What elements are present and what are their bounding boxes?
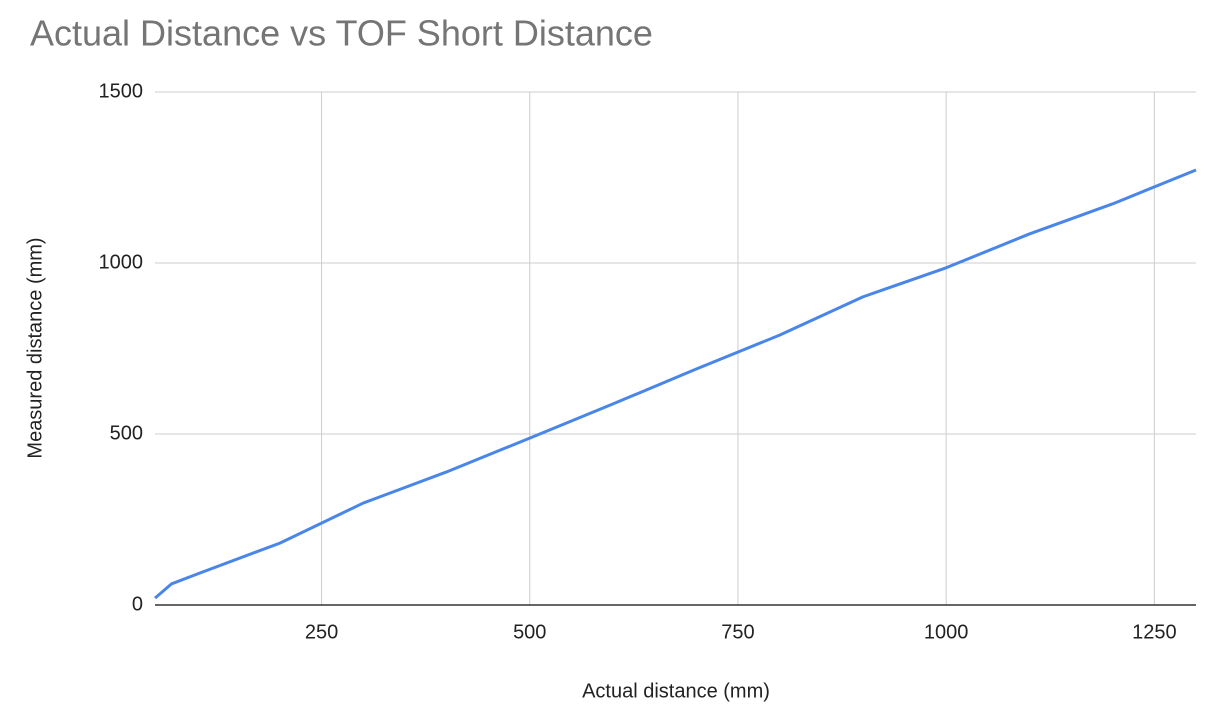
x-tick-label: 1250 <box>1132 621 1177 643</box>
chart-title: Actual Distance vs TOF Short Distance <box>30 13 653 54</box>
data-line <box>154 168 1197 600</box>
y-tick-label: 0 <box>132 593 143 615</box>
x-tick-label: 500 <box>513 621 546 643</box>
y-tick-label: 1500 <box>99 80 144 102</box>
y-tick-label: 1000 <box>99 251 144 273</box>
x-tick-label: 750 <box>721 621 754 643</box>
x-axis-label: Actual distance (mm) <box>582 680 770 702</box>
y-tick-label: 500 <box>110 422 143 444</box>
y-axis-label: Measured distance (mm) <box>24 237 46 458</box>
x-tick-label: 250 <box>305 621 338 643</box>
x-tick-label: 1000 <box>924 621 969 643</box>
